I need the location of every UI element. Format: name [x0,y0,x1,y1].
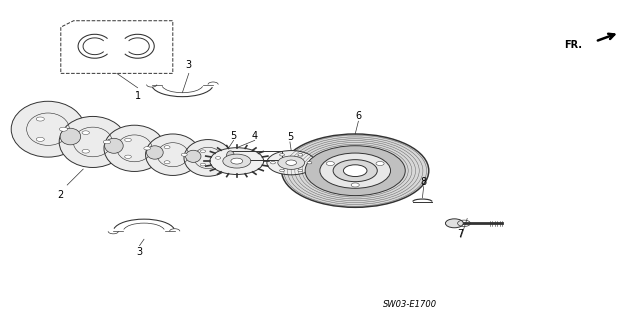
Text: SW03-E1700: SW03-E1700 [383,300,436,309]
Circle shape [344,165,367,176]
Text: 3: 3 [136,247,143,257]
Circle shape [60,127,67,131]
Circle shape [82,149,90,153]
Circle shape [231,158,243,164]
Circle shape [103,140,111,144]
Circle shape [200,150,205,152]
Circle shape [280,169,285,172]
Ellipse shape [104,138,123,153]
Circle shape [278,156,305,169]
Circle shape [125,155,131,159]
Circle shape [82,131,90,135]
Circle shape [36,137,44,141]
Circle shape [333,160,378,182]
Circle shape [216,157,221,159]
Text: 2: 2 [58,189,64,200]
Ellipse shape [104,125,165,171]
Text: 5: 5 [230,130,237,141]
Ellipse shape [186,150,201,162]
Circle shape [210,148,264,174]
Text: FR.: FR. [564,40,582,50]
Ellipse shape [147,146,163,159]
Circle shape [351,183,359,187]
Circle shape [223,154,251,168]
Circle shape [164,146,170,149]
Circle shape [298,154,303,156]
Circle shape [307,161,312,164]
Circle shape [144,147,150,150]
Text: 6: 6 [355,111,362,122]
Ellipse shape [60,128,81,145]
Circle shape [376,161,384,166]
Circle shape [298,169,303,172]
Circle shape [282,134,429,207]
Circle shape [125,138,131,142]
Text: 1: 1 [134,91,141,101]
Text: 5: 5 [287,132,293,142]
Circle shape [164,161,170,164]
Ellipse shape [59,116,127,167]
Circle shape [36,117,44,121]
Circle shape [280,154,285,156]
Ellipse shape [184,140,232,176]
Text: 4: 4 [252,130,258,141]
Circle shape [305,146,405,196]
Ellipse shape [227,151,234,160]
Circle shape [445,219,463,228]
Circle shape [320,153,390,188]
Text: 8: 8 [420,177,427,187]
Circle shape [326,161,334,166]
Circle shape [200,163,205,166]
Circle shape [286,160,296,165]
Text: 3: 3 [186,60,192,70]
Text: 7: 7 [458,229,464,239]
Ellipse shape [11,101,85,157]
Circle shape [181,153,188,156]
Circle shape [271,161,275,164]
Ellipse shape [146,134,200,175]
Circle shape [267,151,316,175]
